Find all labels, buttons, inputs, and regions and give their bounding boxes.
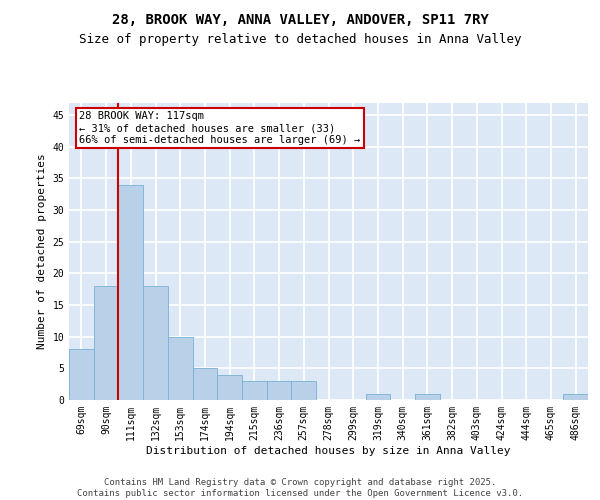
Bar — [193, 368, 217, 400]
Bar — [292, 381, 316, 400]
Y-axis label: Number of detached properties: Number of detached properties — [37, 154, 47, 349]
Text: 28, BROOK WAY, ANNA VALLEY, ANDOVER, SP11 7RY: 28, BROOK WAY, ANNA VALLEY, ANDOVER, SP1… — [112, 12, 488, 26]
Bar — [267, 381, 292, 400]
Bar — [94, 286, 118, 400]
X-axis label: Distribution of detached houses by size in Anna Valley: Distribution of detached houses by size … — [146, 446, 511, 456]
Text: 28 BROOK WAY: 117sqm
← 31% of detached houses are smaller (33)
66% of semi-detac: 28 BROOK WAY: 117sqm ← 31% of detached h… — [79, 112, 361, 144]
Text: Size of property relative to detached houses in Anna Valley: Size of property relative to detached ho… — [79, 32, 521, 46]
Bar — [563, 394, 588, 400]
Bar — [242, 381, 267, 400]
Text: Contains HM Land Registry data © Crown copyright and database right 2025.
Contai: Contains HM Land Registry data © Crown c… — [77, 478, 523, 498]
Bar — [118, 185, 143, 400]
Bar — [143, 286, 168, 400]
Bar — [217, 374, 242, 400]
Bar — [168, 336, 193, 400]
Bar — [69, 350, 94, 400]
Bar — [415, 394, 440, 400]
Bar — [365, 394, 390, 400]
